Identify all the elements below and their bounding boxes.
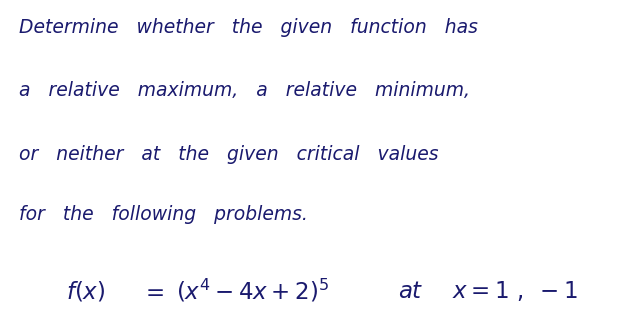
Text: for   the   following   problems.: for the following problems. <box>19 205 308 224</box>
Text: or   neither   at   the   given   critical   values: or neither at the given critical values <box>19 145 438 164</box>
Text: at: at <box>398 280 421 303</box>
Text: $(x^4 - 4x + 2)^5$: $(x^4 - 4x + 2)^5$ <box>176 278 329 305</box>
Text: $x = 1\ ,\ -1$: $x = 1\ ,\ -1$ <box>452 279 578 303</box>
Text: $f(x)$: $f(x)$ <box>66 279 106 303</box>
Text: $=$: $=$ <box>141 280 164 303</box>
Text: a   relative   maximum,   a   relative   minimum,: a relative maximum, a relative minimum, <box>19 81 470 100</box>
Text: Determine   whether   the   given   function   has: Determine whether the given function has <box>19 18 478 37</box>
